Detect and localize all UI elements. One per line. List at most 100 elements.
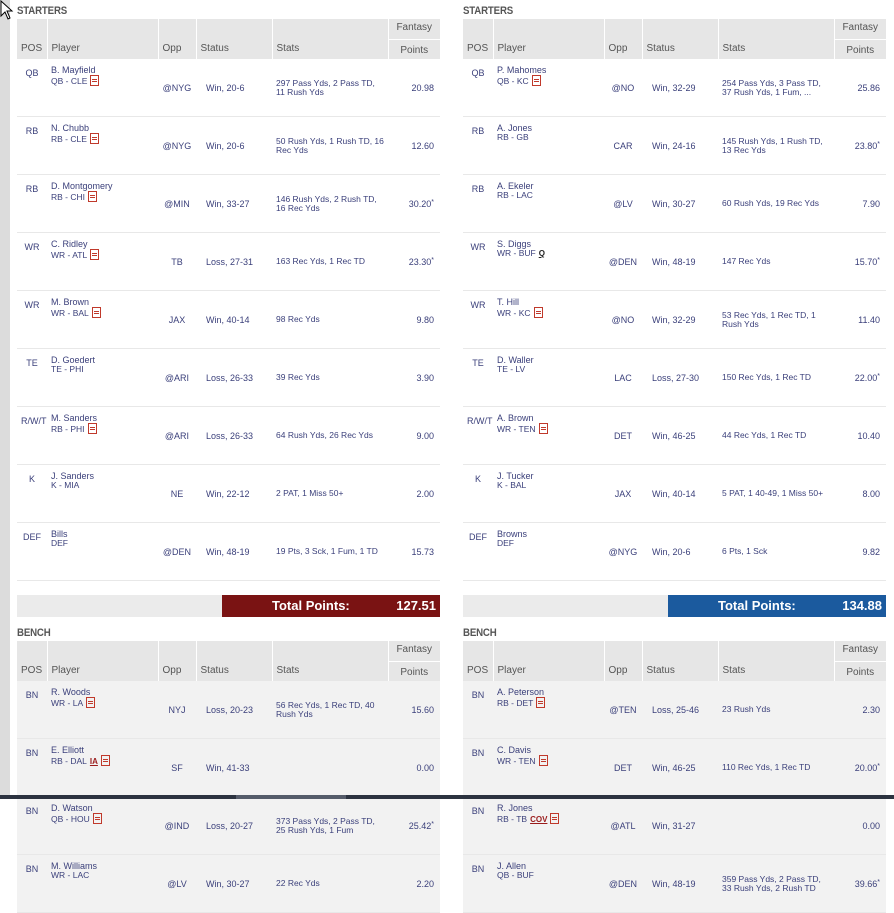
injury-status-badge[interactable]: Q xyxy=(538,249,545,258)
player-name-link[interactable]: J. Sanders xyxy=(51,471,95,481)
col-opp[interactable]: Opp xyxy=(603,19,642,59)
fantasy-points-cell[interactable]: 0.00 xyxy=(834,796,886,855)
fantasy-points-value[interactable]: 15.60 xyxy=(411,704,434,715)
fantasy-points-cell[interactable]: 20.98 xyxy=(388,59,440,117)
fantasy-points-cell[interactable]: 2.00 xyxy=(388,464,440,523)
player-name-link[interactable]: C. Davis xyxy=(497,745,532,755)
fantasy-points-value[interactable]: 11.40 xyxy=(858,314,880,325)
player-name-link[interactable]: A. Brown xyxy=(497,413,534,423)
fantasy-points-value[interactable]: 2.20 xyxy=(416,878,434,889)
fantasy-points-value[interactable]: 9.82 xyxy=(862,546,880,557)
col-fantasy-points[interactable]: Fantasy Points xyxy=(387,19,440,59)
player-news-icon[interactable] xyxy=(88,191,97,202)
fantasy-points-cell[interactable]: 23.80* xyxy=(834,116,886,175)
fantasy-points-cell[interactable]: 8.00 xyxy=(834,464,886,523)
col-status[interactable]: Status xyxy=(641,641,718,681)
fantasy-points-value[interactable]: 15.70 xyxy=(854,256,878,267)
player-name-link[interactable]: J. Tucker xyxy=(497,471,534,481)
player-name-link[interactable]: M. Sanders xyxy=(51,413,98,423)
fantasy-points-cell[interactable]: 20.00* xyxy=(834,738,886,797)
player-news-icon[interactable] xyxy=(87,423,97,434)
col-player[interactable]: Player xyxy=(492,641,604,681)
fantasy-points-value[interactable]: 25.86 xyxy=(857,82,880,93)
player-news-icon[interactable] xyxy=(531,75,541,86)
player-name-link[interactable]: Browns xyxy=(497,529,528,539)
col-status[interactable]: Status xyxy=(641,19,718,59)
col-fantasy-points[interactable]: Fantasy Points xyxy=(387,641,440,681)
fantasy-points-value[interactable]: 30.20 xyxy=(408,198,432,209)
fantasy-points-cell[interactable]: 15.70* xyxy=(834,232,886,291)
horizontal-scrollbar[interactable] xyxy=(0,795,894,799)
fantasy-points-cell[interactable]: 25.42* xyxy=(388,796,440,855)
fantasy-points-value[interactable]: 3.90 xyxy=(416,372,434,383)
col-opp[interactable]: Opp xyxy=(157,641,196,681)
player-name-link[interactable]: A. Jones xyxy=(497,123,533,133)
col-pos[interactable]: POS xyxy=(17,641,47,681)
fantasy-points-value[interactable]: 39.66 xyxy=(854,878,878,889)
player-name-link[interactable]: N. Chubb xyxy=(51,123,90,133)
fantasy-points-cell[interactable]: 30.20* xyxy=(388,174,440,233)
fantasy-points-cell[interactable]: 15.73 xyxy=(388,522,440,581)
player-news-icon[interactable] xyxy=(533,307,543,318)
fantasy-points-value[interactable]: 15.73 xyxy=(411,546,434,557)
player-name-link[interactable]: D. Montgomery xyxy=(51,181,113,191)
fantasy-points-value[interactable]: 0.00 xyxy=(416,762,434,773)
fantasy-points-cell[interactable]: 11.40 xyxy=(834,290,886,349)
player-name-link[interactable]: R. Jones xyxy=(497,803,533,813)
fantasy-points-value[interactable]: 9.80 xyxy=(416,314,434,325)
player-name-link[interactable]: D. Waller xyxy=(497,355,534,365)
col-pos[interactable]: POS xyxy=(463,19,493,59)
player-name-link[interactable]: J. Allen xyxy=(497,861,527,871)
col-fantasy-points[interactable]: Fantasy Points xyxy=(833,19,886,59)
fantasy-points-cell[interactable]: 9.00 xyxy=(388,406,440,465)
player-name-link[interactable]: S. Diggs xyxy=(497,239,532,249)
fantasy-points-value[interactable]: 2.00 xyxy=(416,488,434,499)
fantasy-points-value[interactable]: 9.00 xyxy=(416,430,434,441)
fantasy-points-value[interactable]: 12.60 xyxy=(411,140,434,151)
fantasy-points-cell[interactable]: 9.82 xyxy=(834,522,886,581)
player-name-link[interactable]: Bills xyxy=(51,529,68,539)
fantasy-points-cell[interactable]: 2.30 xyxy=(834,681,886,739)
fantasy-points-value[interactable]: 0.00 xyxy=(862,820,880,831)
player-name-link[interactable]: C. Ridley xyxy=(51,239,88,249)
injury-status-badge[interactable]: IA xyxy=(89,757,98,766)
player-news-icon[interactable] xyxy=(89,133,99,144)
player-news-icon[interactable] xyxy=(536,697,546,708)
fantasy-points-cell[interactable]: 0.00 xyxy=(388,738,440,797)
fantasy-points-cell[interactable]: 23.30* xyxy=(388,232,440,291)
fantasy-points-value[interactable]: 2.30 xyxy=(862,704,880,715)
scrollbar-thumb[interactable] xyxy=(236,795,346,799)
fantasy-points-value[interactable]: 25.42 xyxy=(408,820,432,831)
player-name-link[interactable]: R. Woods xyxy=(51,687,91,697)
col-pos[interactable]: POS xyxy=(463,641,493,681)
player-news-icon[interactable] xyxy=(100,755,110,766)
player-news-icon[interactable] xyxy=(538,423,548,434)
col-pos[interactable]: POS xyxy=(17,19,47,59)
player-name-link[interactable]: D. Goedert xyxy=(51,355,96,365)
player-news-icon[interactable] xyxy=(550,813,560,824)
fantasy-points-value[interactable]: 23.80 xyxy=(854,140,878,151)
fantasy-points-value[interactable]: 20.98 xyxy=(411,82,434,93)
player-name-link[interactable]: P. Mahomes xyxy=(497,65,547,75)
fantasy-points-cell[interactable]: 3.90 xyxy=(388,348,440,407)
col-opp[interactable]: Opp xyxy=(157,19,196,59)
fantasy-points-value[interactable]: 10.40 xyxy=(857,430,880,441)
player-news-icon[interactable] xyxy=(92,813,102,824)
col-status[interactable]: Status xyxy=(195,19,272,59)
player-name-link[interactable]: B. Mayfield xyxy=(51,65,96,75)
fantasy-points-cell[interactable]: 22.00* xyxy=(834,348,886,407)
col-player[interactable]: Player xyxy=(492,19,604,59)
fantasy-points-value[interactable]: 7.90 xyxy=(862,198,880,209)
col-status[interactable]: Status xyxy=(195,641,272,681)
col-stats[interactable]: Stats xyxy=(717,641,834,681)
fantasy-points-cell[interactable]: 7.90 xyxy=(834,174,886,233)
col-opp[interactable]: Opp xyxy=(603,641,642,681)
fantasy-points-cell[interactable]: 9.80 xyxy=(388,290,440,349)
fantasy-points-cell[interactable]: 10.40 xyxy=(834,406,886,465)
player-news-icon[interactable] xyxy=(91,307,101,318)
player-name-link[interactable]: D. Watson xyxy=(51,803,93,813)
fantasy-points-cell[interactable]: 2.20 xyxy=(388,854,440,913)
player-news-icon[interactable] xyxy=(90,249,100,260)
fantasy-points-value[interactable]: 22.00 xyxy=(854,372,878,383)
fantasy-points-value[interactable]: 8.00 xyxy=(862,488,880,499)
